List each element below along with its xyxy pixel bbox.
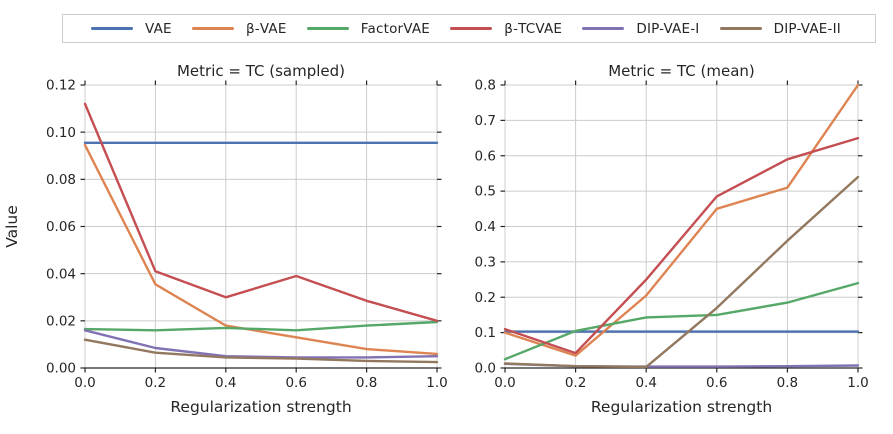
x-tick-label: 1.0	[847, 375, 868, 391]
y-tick-label: 0.2	[475, 290, 496, 306]
legend-item-beta-vae: β-VAE	[191, 20, 287, 37]
y-tick-label: 0.7	[475, 113, 496, 129]
y-tick-label: 0.1	[475, 325, 496, 341]
x-tick-label: 0.2	[145, 375, 166, 391]
legend-label: DIP-VAE-I	[636, 20, 700, 37]
x-axis-label: Regularization strength	[591, 398, 772, 416]
tc-sampled-chart: 0.0 0.2 0.4 0.6 0.8 1.0 0.00 0.02 0.04 0.06 0.08 0.…	[3, 62, 448, 416]
x-tick-label: 0.0	[494, 375, 515, 391]
series-line-DIP-VAE-II	[83, 338, 439, 364]
series-line-FactorVAE	[503, 281, 860, 361]
x-tick-label: 0.2	[565, 375, 586, 391]
y-axis-label: Value	[3, 205, 21, 248]
x-tick-label: 0.4	[635, 375, 656, 391]
x-tick-label: 0.6	[285, 375, 306, 391]
legend-label: β-VAE	[245, 20, 287, 37]
y-tick-label: 0.4	[475, 219, 496, 235]
factorvae-line-swatch	[306, 27, 349, 30]
y-tick-label: 0.08	[46, 172, 76, 188]
series-line-β-TCVAE	[503, 136, 860, 355]
legend-label: DIP-VAE-II	[773, 20, 841, 37]
y-tick-label: 0.6	[475, 148, 496, 164]
legend-item-vae: VAE	[91, 21, 172, 37]
series-line-DIP-VAE-I	[83, 329, 439, 359]
legend-label: FactorVAE	[360, 20, 431, 37]
series-line-β-VAE	[503, 83, 860, 357]
x-tick-label: 0.8	[777, 375, 798, 391]
legend-item-factorvae: FactorVAE	[306, 20, 431, 37]
legend-item-dip-vae-i: DIP-VAE-I	[582, 21, 699, 37]
x-tick-label: 0.6	[706, 375, 727, 391]
series-line-FactorVAE	[83, 320, 439, 332]
y-tick-label: 0.3	[475, 254, 496, 270]
x-tick-label: 0.0	[74, 375, 95, 391]
beta-tcvae-line-swatch	[450, 27, 493, 30]
x-tick-label: 1.0	[426, 375, 447, 391]
legend-label: VAE	[145, 20, 172, 37]
series-line-DIP-VAE-II	[503, 175, 860, 369]
legend-label: β-TCVAE	[504, 20, 563, 37]
y-tick-label: 0.04	[46, 266, 76, 282]
y-tick-label: 0.0	[475, 361, 496, 377]
series-line-β-TCVAE	[83, 102, 439, 322]
vae-line-swatch	[91, 27, 133, 30]
tc-mean-chart: 0.0 0.2 0.4 0.6 0.8 1.0 0.0 0.1 0.2 0.3 0.4 0.5 0.6 0…	[475, 62, 869, 416]
legend-item-beta-tcvae: β-TCVAE	[450, 21, 562, 37]
legend: VAE β-VAE FactorVAE β-TCVAE DIP-VAE-I DI…	[62, 14, 876, 43]
y-tick-label: 0.8	[475, 78, 496, 94]
chart-title: Metric = TC (mean)	[608, 62, 755, 80]
y-tick-label: 0.02	[46, 313, 76, 329]
x-tick-label: 0.8	[356, 375, 377, 391]
series-line-β-VAE	[83, 143, 439, 356]
x-axis-label: Regularization strength	[170, 398, 351, 416]
y-tick-label: 0.06	[46, 219, 76, 235]
y-tick-label: 0.5	[475, 184, 496, 200]
dip-vae-ii-line-swatch	[719, 27, 762, 30]
legend-item-dip-vae-ii: DIP-VAE-II	[719, 20, 841, 37]
y-tick-label: 0.00	[46, 361, 76, 377]
y-tick-label: 0.12	[46, 78, 76, 94]
dip-vae-i-line-swatch	[582, 27, 625, 30]
y-tick-label: 0.10	[46, 125, 76, 141]
chart-title: Metric = TC (sampled)	[177, 62, 345, 80]
x-tick-label: 0.4	[215, 375, 236, 391]
beta-vae-line-swatch	[191, 27, 234, 30]
